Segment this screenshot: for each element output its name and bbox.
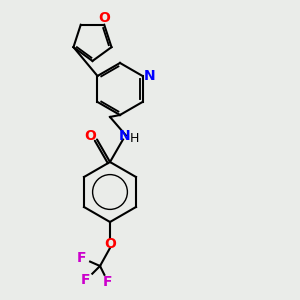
- Text: N: N: [119, 130, 131, 143]
- Text: F: F: [103, 275, 113, 289]
- Text: F: F: [81, 273, 91, 287]
- Text: N: N: [144, 69, 155, 83]
- Text: F: F: [77, 251, 87, 265]
- Text: O: O: [84, 130, 96, 143]
- Text: O: O: [104, 237, 116, 251]
- Text: O: O: [98, 11, 110, 25]
- Text: H: H: [129, 132, 139, 145]
